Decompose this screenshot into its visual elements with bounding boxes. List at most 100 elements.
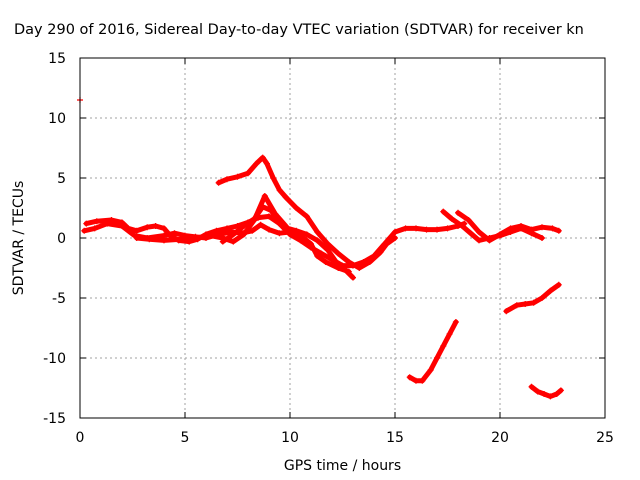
- data-point-arc-1-8: [161, 225, 167, 232]
- data-point-arc-8-3: [467, 230, 474, 237]
- data-point-arc-4-4: [253, 160, 260, 167]
- data-point-arc-9-6: [446, 331, 453, 337]
- y-axis-label: SDTVAR / TECUs: [11, 181, 27, 296]
- data-point-arc-3-2: [161, 237, 167, 244]
- data-point-arc-10-2: [522, 301, 529, 307]
- data-point-arc-3-0: [133, 235, 140, 241]
- data-point-arc-8-9: [528, 230, 535, 237]
- data-point-arc-10-3: [530, 299, 537, 306]
- data-point-arc-7-2: [476, 229, 482, 235]
- data-point-arc-5-4: [324, 241, 331, 247]
- y-tick-label--10: -10: [43, 351, 66, 367]
- chart-title: Day 290 of 2016, Sidereal Day-to-day VTE…: [14, 22, 584, 38]
- data-point-arc-5-8: [366, 259, 373, 265]
- series-arc-8: [440, 208, 545, 244]
- data-point-arc-4-1: [224, 176, 230, 183]
- data-point-arc-1-6: [144, 224, 151, 231]
- data-point-arc-4-6: [263, 160, 270, 167]
- data-point-arc-2-0: [81, 227, 88, 234]
- tick-labels: 0 5 10 15 20 25 -15 -10 -5 0 5 10 15: [43, 51, 614, 446]
- series-arc-11: [528, 383, 564, 400]
- data-point-arc-10-5: [547, 287, 554, 294]
- data-point-arc-11-4: [553, 391, 560, 397]
- data-point-arc-1-31: [392, 229, 398, 235]
- data-point-arc-1-35: [434, 226, 440, 233]
- data-point-arc-5-10: [383, 241, 390, 247]
- data-point-arc-9-4: [434, 355, 440, 361]
- x-tick-label-10: 10: [281, 430, 299, 446]
- data-point-arc-3-8: [240, 231, 247, 238]
- data-point-arc-5-11: [392, 235, 398, 241]
- data-point-arc-6-8: [293, 227, 300, 234]
- data-point-arc-11-3: [547, 393, 554, 400]
- y-tick-label--5: -5: [52, 291, 66, 307]
- x-tick-label-5: 5: [181, 430, 190, 446]
- series-arc-5: [282, 194, 398, 271]
- data-point-arc-5-6: [345, 259, 352, 265]
- series-arc-1: [83, 213, 468, 269]
- data-point-arc-3-7: [230, 238, 237, 245]
- series-arc-4: [215, 154, 289, 201]
- data-point-arc-3-4: [192, 235, 199, 241]
- data-point-arc-6-3: [251, 215, 258, 222]
- series-arc-3: [133, 193, 289, 245]
- data-point-arc-10-1: [513, 302, 520, 309]
- data-point-arc-11-5: [557, 387, 564, 394]
- data-point-arc-5-2: [303, 213, 310, 220]
- y-tick-label-0: 0: [57, 231, 66, 247]
- data-point-arc-5-3: [314, 229, 321, 235]
- data-point-arc-2-20: [308, 241, 314, 247]
- data-point-arc-4-2: [234, 173, 241, 180]
- data-point-arc-9-3: [427, 367, 434, 373]
- data-point-arc-2-15: [257, 221, 264, 228]
- data-point-arc-6-1: [230, 231, 237, 238]
- data-point-arc-1-36: [444, 225, 451, 232]
- data-point-arc-7-8: [539, 224, 545, 231]
- data-point-arc-5-1: [293, 205, 300, 211]
- data-point-arc-8-8: [518, 225, 524, 232]
- data-point-arc-2-3: [119, 223, 125, 229]
- series-line-arc-9: [407, 319, 459, 384]
- data-point-arc-11-1: [534, 388, 541, 395]
- data-point-arc-2-2: [104, 220, 111, 227]
- data-point-arc-6-13: [341, 266, 348, 273]
- data-point-arc-1-19: [266, 213, 272, 220]
- data-point-arc-5-5: [335, 250, 342, 257]
- data-point-arc-11-0: [528, 383, 535, 390]
- data-point-arc-8-5: [486, 235, 493, 241]
- y-tick-label--15: -15: [43, 411, 66, 427]
- data-point-arc-9-5: [440, 343, 447, 349]
- data-point-arc-7-9: [549, 225, 556, 232]
- data-point-arc-9-0: [406, 374, 413, 381]
- data-point-arc-6-0: [219, 238, 226, 245]
- data-point-arc-5-9: [377, 249, 384, 256]
- data-point-arc-6-9: [303, 231, 310, 238]
- data-point-arc-2-22: [322, 259, 329, 265]
- data-point-arc-3-1: [146, 236, 153, 243]
- data-point-arc-4-0: [215, 179, 222, 186]
- data-point-arc-6-4: [259, 203, 266, 210]
- data-series: [77, 97, 564, 400]
- data-point-arc-2-16: [266, 226, 272, 233]
- data-point-arc-6-5: [268, 207, 275, 214]
- data-point-arc-1-1: [93, 218, 100, 225]
- data-point-arc-5-0: [282, 194, 289, 201]
- data-point-arc-2-21: [314, 253, 321, 259]
- data-point-arc-6-7: [284, 225, 291, 232]
- data-point-arc-2-7: [171, 230, 178, 237]
- data-point-arc-1-33: [413, 225, 419, 232]
- data-point-arc-1-5: [133, 227, 140, 234]
- data-point-arc-7-0: [455, 209, 461, 216]
- data-point-arc-6-14: [350, 274, 356, 281]
- data-point-arc-6-6: [276, 220, 283, 227]
- data-point-arc-3-3: [177, 236, 184, 243]
- data-point-arc-6-12: [333, 259, 340, 265]
- data-point-arc-1-7: [152, 223, 159, 229]
- data-point-arc-1-34: [423, 226, 430, 233]
- y-tick-label-5: 5: [57, 171, 66, 187]
- x-tick-label-0: 0: [76, 430, 85, 446]
- data-point-arc-1-32: [402, 225, 409, 232]
- data-point-arc-3-5: [207, 232, 214, 239]
- data-point-arc-2-1: [91, 225, 98, 232]
